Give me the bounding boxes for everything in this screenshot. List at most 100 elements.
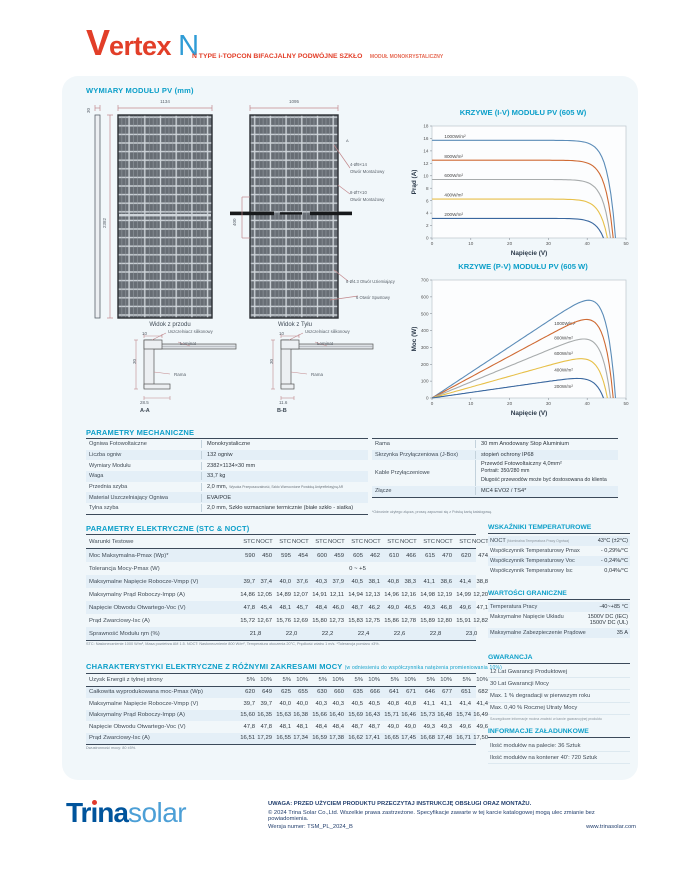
row-value: Przewód Fotowoltaiczny 4,0mm² Portrait: 3… — [475, 460, 618, 487]
y-tick-label: 8 — [426, 186, 429, 191]
value-text: 0,04%/°C — [604, 568, 628, 574]
cell-value: 48,1 — [296, 723, 308, 730]
table-row: Prąd Zwarciowy-Isc (A) 16,51 17,29 16,55 17,… — [86, 732, 488, 744]
trina-logo-tr: Tr — [66, 797, 91, 828]
column-header: 10% — [440, 676, 452, 683]
y-tick-label: 0 — [426, 396, 429, 401]
table-row: Tylna szyba 2,0 mm, Szkło wzmacniane term… — [86, 503, 368, 514]
x-tick-label: 50 — [623, 401, 629, 406]
value-text: 33,7 kg — [207, 473, 226, 480]
cell-value: 48,4 — [315, 604, 327, 611]
cell-value: 16,49 — [473, 712, 488, 719]
cell-value: 23,0 — [465, 630, 478, 637]
cell-value: 49,0 — [387, 604, 399, 611]
cell-value: 615 — [425, 552, 435, 559]
label-a: A — [328, 138, 331, 143]
cell-value: 41,4 — [459, 578, 471, 585]
row-label: Współczynnik Temperaturowy Pmax — [490, 548, 580, 554]
cell-pair: 16,71 17,50 — [455, 735, 491, 741]
dimension-lines — [94, 105, 359, 319]
cell-pair: 14,99 12,20 — [455, 592, 491, 598]
cell-value: 14,98 — [420, 591, 435, 598]
cell-pair: 14,89 12,07 — [275, 592, 311, 598]
cell-value: 17,34 — [293, 735, 308, 742]
column-header-pair: STC NOCT — [239, 539, 275, 545]
cell-pair: 620 649 — [239, 689, 275, 695]
cell-pair: 615 470 — [419, 553, 455, 559]
list-item: Ilość modułów na kontener 40': 720 Sztuk — [488, 752, 630, 765]
cell-pair: 40,3 37,9 — [311, 579, 347, 585]
warranty-section: GWARANCJA 12 Lat Gwarancji Produktowej 30… — [488, 654, 630, 723]
cell-value: 15,80 — [312, 617, 327, 624]
cell-value: 49,6 — [459, 604, 471, 611]
value-text: Przewód Fotowoltaiczny 4,0mm² — [481, 461, 562, 468]
mech-title: PARAMETRY MECHANICZNE — [86, 428, 195, 437]
cell-pair: 41,1 38,6 — [419, 579, 455, 585]
cell-value: 595 — [281, 552, 291, 559]
section-bb-frame-label: Rama — [311, 372, 324, 377]
row-label: Ogniwa Fotowoltaiczne — [89, 441, 147, 448]
cell-value: 38,8 — [476, 578, 488, 585]
list-item: 30 Lat Gwarancji Mocy — [488, 678, 630, 691]
char-footnote: Dwustronność mocy: 80 ±5%. — [86, 746, 137, 750]
row-value: 43°C (±2°C) — [598, 538, 628, 544]
table-row: Całkowita wyprodukowana moc-Pmax (Wp) 620… — [86, 686, 488, 698]
cell-value: 630 — [317, 689, 327, 696]
cell-value: 47,8 — [260, 723, 272, 730]
table-row: Maksymalne Napięcie Robocze-Vmpp (V) 39,7… — [86, 698, 488, 710]
cell-value: 15,83 — [348, 617, 363, 624]
section-aa-seal-label: Uszczelniacz silikonowy — [168, 329, 213, 334]
cell-value: 17,41 — [365, 735, 380, 742]
cell-pair: 48,7 48,7 — [347, 724, 383, 730]
char-title-text: CHARAKTERYSTYKI ELEKTRYCZNE Z RÓŻNYMI ZA… — [86, 662, 343, 671]
column-header-pair: 5% 10% — [311, 677, 347, 683]
cell-value: 14,86 — [240, 591, 255, 598]
section-aa-dim-bottom: 28.5 — [140, 400, 149, 405]
iv-chart-title: KRZYWE (I-V) MODUŁU PV (605 W) — [459, 108, 587, 117]
cell-pair: 620 474 — [455, 553, 491, 559]
table-row: Liczba ogniw 132 ogniw — [86, 449, 368, 461]
list-item: Max. 1 % degradacji w pierwszym roku — [488, 690, 630, 703]
cell-pair: 15,63 16,38 — [275, 712, 311, 718]
cell-value: 466 — [406, 552, 416, 559]
row-value: 2,0 mm, Wysoka Przepuszczalność, Szkło Wz… — [201, 483, 368, 492]
curve-label: 600W/m² — [444, 173, 463, 178]
mounting-bar — [310, 211, 352, 216]
row-value: 0,04%/°C — [604, 568, 628, 574]
cell-pair: 49,0 49,0 — [383, 724, 419, 730]
cell-value: 41,4 — [476, 700, 488, 707]
cell-value: 12,67 — [257, 617, 272, 624]
cell-value: 40,8 — [404, 700, 416, 707]
cell-value: 21,8 — [249, 630, 262, 637]
footer-website-link[interactable]: www.trinasolar.com — [586, 824, 636, 830]
cell-value: 46,0 — [332, 604, 344, 611]
value-text: -40~+85 °C — [599, 604, 628, 610]
cell-value: 12,16 — [401, 591, 416, 598]
cell-value: 16,48 — [437, 712, 452, 719]
row-label: Sprawność Modułu ηm (%) — [89, 630, 160, 637]
curve — [432, 217, 605, 239]
x-tick-label: 50 — [623, 241, 629, 246]
module-drawing: 30 1134 2382 1095 400 A A 4-Ø9×14 Otwór … — [82, 99, 426, 432]
elec-table: Warunki Testowe STC NOCT STC NOCT STC NOCT STC N… — [86, 534, 489, 641]
cell-value: 49,3 — [423, 604, 435, 611]
curve-label: 600W/m² — [554, 351, 573, 356]
subtitle-main: N TYPE i-TOPCON BIFACJALNY PODWÓJNE SZKŁ… — [192, 53, 363, 60]
y-tick-label: 300 — [421, 345, 429, 350]
row-label: Waga — [89, 473, 104, 480]
column-header-pair: 5% 10% — [275, 677, 311, 683]
row-value: 30 mm Anodowany Stop Aluminium — [475, 440, 618, 449]
cell-value: 620 — [461, 552, 471, 559]
cell-value: 14,96 — [384, 591, 399, 598]
cell-value: 16,68 — [420, 735, 435, 742]
mech-table-right: Rama 30 mm Anodowany Stop Aluminium Skrzyn… — [372, 438, 618, 498]
cell-value: 46,5 — [404, 604, 416, 611]
y-tick-label: 500 — [421, 311, 429, 316]
cell-value: 641 — [389, 689, 399, 696]
cell-pair: 15,60 16,35 — [239, 712, 275, 718]
cell-value: 14,99 — [456, 591, 471, 598]
x-tick-label: 30 — [546, 401, 552, 406]
table-header-row: Uzysk Energii z tylnej strony 5% 10% 5% 10% 5… — [86, 674, 488, 687]
cell-value: 12,13 — [365, 591, 380, 598]
row-label: Materiał Uszczelniający Ogniwa — [89, 494, 168, 501]
